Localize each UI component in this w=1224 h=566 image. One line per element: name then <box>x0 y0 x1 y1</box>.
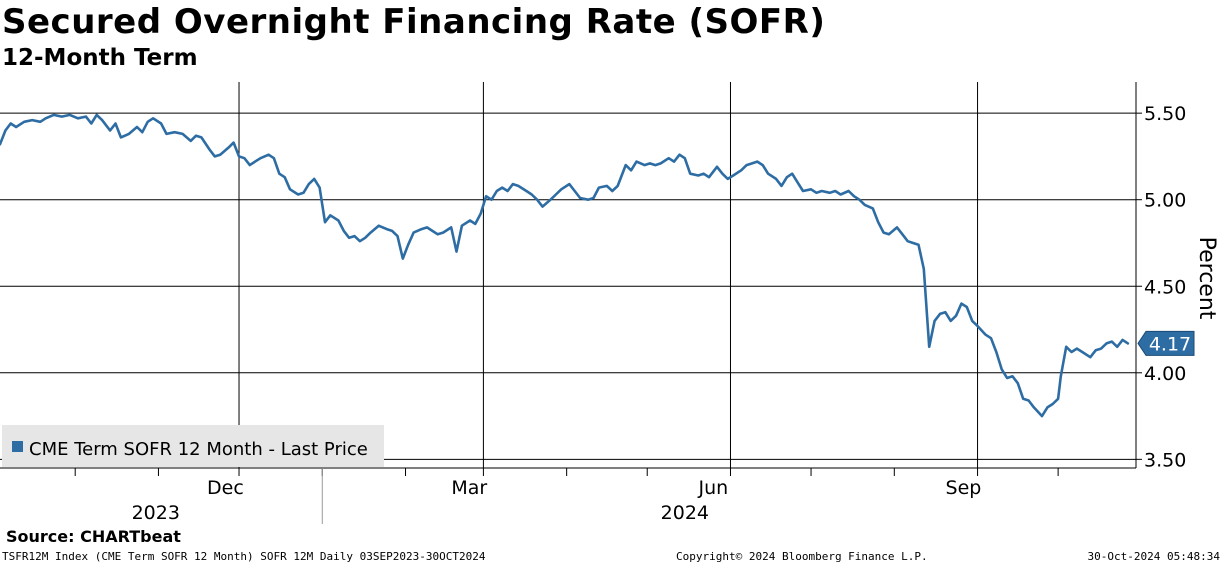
y-tick-label: 4.50 <box>1144 276 1186 298</box>
grid-lines <box>0 82 1136 468</box>
x-tick-label: Sep <box>946 477 982 499</box>
year-label: 2023 <box>132 502 180 524</box>
y-tick-label: 3.50 <box>1144 449 1186 471</box>
y-axis-title: Percent <box>1194 237 1219 320</box>
legend-background <box>2 425 384 467</box>
footer-timestamp: 30-Oct-2024 05:48:34 <box>1087 550 1220 563</box>
legend: CME Term SOFR 12 Month - Last Price <box>2 425 384 467</box>
legend-swatch <box>12 441 23 452</box>
series-line <box>0 113 1130 418</box>
last-value-label: 4.17 <box>1149 333 1191 355</box>
x-tick-label: Mar <box>451 477 487 499</box>
source-label: Source: CHARTbeat <box>6 527 181 546</box>
last-value-badge <box>1137 330 1195 356</box>
footer-ticker-info: TSFR12M Index (CME Term SOFR 12 Month) S… <box>2 550 486 563</box>
x-tick-label: Jun <box>697 477 728 499</box>
series-layer <box>0 113 1130 418</box>
legend-entry: CME Term SOFR 12 Month - Last Price <box>29 439 368 460</box>
y-tick-label: 5.00 <box>1144 190 1186 212</box>
footer-copyright: Copyright© 2024 Bloomberg Finance L.P. <box>676 550 928 563</box>
x-tick-label: Dec <box>207 477 244 499</box>
axis-layer: 3.504.004.505.005.50SepDecMarJunSep20232… <box>0 82 1219 524</box>
year-label: 2024 <box>661 502 709 524</box>
chart-subtitle: 12-Month Term <box>2 45 198 71</box>
chart-title: Secured Overnight Financing Rate (SOFR) <box>2 2 826 42</box>
y-tick-label: 4.00 <box>1144 363 1186 385</box>
y-tick-label: 5.50 <box>1144 103 1186 125</box>
